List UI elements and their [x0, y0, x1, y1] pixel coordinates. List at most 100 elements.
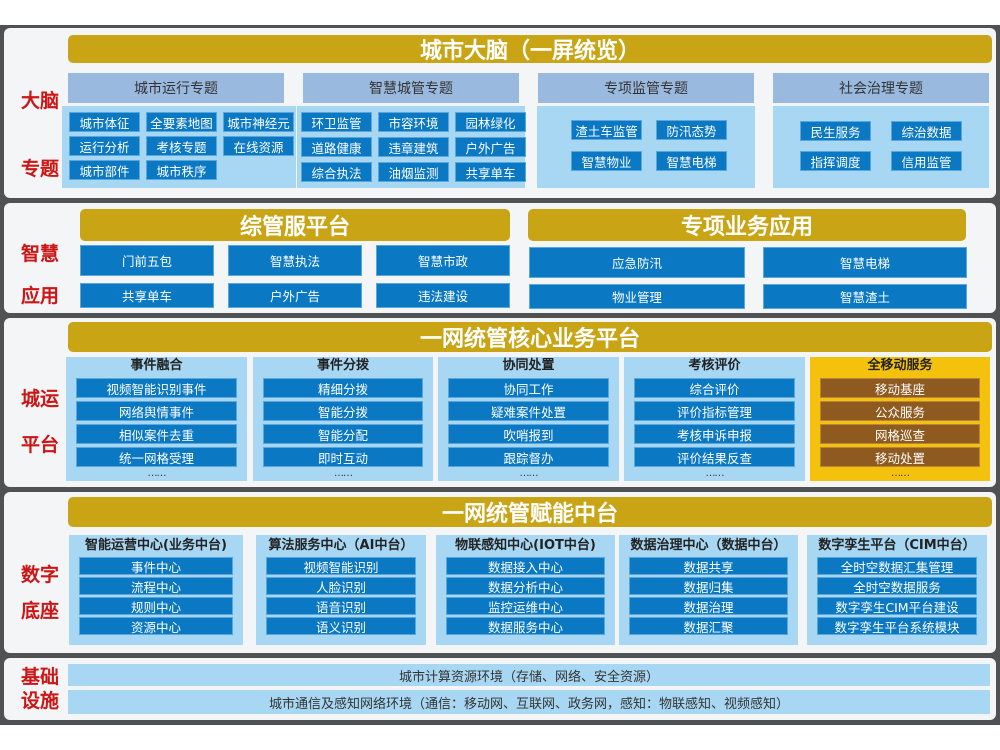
core-item[interactable]: 公众服务	[820, 401, 980, 421]
topic-item[interactable]: 渣土车监管	[571, 120, 642, 140]
column-title: 考核评价	[688, 358, 741, 373]
enablement-item[interactable]: 数字孪生CIM平台建设	[817, 597, 977, 615]
topic-item[interactable]: 环卫监管	[301, 112, 372, 132]
core-item[interactable]: 协同工作	[448, 378, 609, 398]
app-item[interactable]: 户外广告	[228, 283, 362, 308]
enablement-item[interactable]: 数据服务中心	[446, 617, 605, 635]
topic-item[interactable]: 民生服务	[800, 121, 871, 141]
topic-item[interactable]: 考核专题	[146, 136, 217, 156]
core-item[interactable]: 跟踪督办	[448, 447, 609, 467]
topic-item[interactable]: 全要素地图	[146, 112, 217, 132]
enablement-item[interactable]: 视频智能识别	[266, 557, 416, 575]
enablement-item[interactable]: 监控运维中心	[446, 597, 605, 615]
enablement-item[interactable]: 事件中心	[79, 557, 233, 575]
group-header: 城市运行专题	[68, 73, 284, 103]
core-column: 事件分拨精细分拨智能分拨智能分配即时互动……	[253, 357, 433, 481]
infra-row-network: 城市通信及感知网络环境（通信：移动网、互联网、政务网，感知：物联感知、视频感知）	[68, 690, 990, 714]
app-item[interactable]: 智慧执法	[228, 245, 362, 276]
enablement-item[interactable]: 资源中心	[79, 617, 233, 635]
section-label-bottom: 平台	[20, 434, 59, 456]
core-item[interactable]: 考核申诉申报	[634, 424, 795, 444]
column-title: 数据治理中心（数据中台）	[630, 538, 787, 553]
column-title: 事件融合	[130, 358, 183, 373]
core-item[interactable]: 智能分拨	[263, 401, 423, 421]
topic-item[interactable]: 园林绿化	[455, 112, 526, 132]
enablement-column: 数据治理中心（数据中台） 数据共享数据归集数据治理数据汇聚	[619, 535, 798, 645]
more-ellipsis: ……	[705, 468, 725, 479]
core-item[interactable]: 相似案件去重	[76, 424, 237, 444]
topic-item[interactable]: 共享单车	[455, 162, 526, 182]
app-item[interactable]: 智慧渣土	[763, 284, 967, 309]
core-item[interactable]: 即时互动	[263, 447, 423, 467]
app-item[interactable]: 智慧市政	[376, 245, 510, 276]
group-body: 环卫监管 市容环境 园林绿化道路健康 违章建筑 户外广告综合执法 油烟监测 共享单车	[297, 106, 526, 188]
enablement-item[interactable]: 数据分析中心	[446, 577, 605, 595]
enablement-item[interactable]: 人脸识别	[266, 577, 416, 595]
enablement-item[interactable]: 数据治理	[629, 597, 788, 615]
more-ellipsis: ……	[334, 468, 353, 479]
topic-item[interactable]: 指挥调度	[800, 151, 871, 171]
app-item[interactable]: 共享单车	[80, 283, 214, 308]
group-header: 社会治理专题	[773, 73, 989, 103]
column-title: 事件分拨	[316, 358, 369, 373]
topic-item[interactable]: 城市部件	[69, 160, 140, 180]
enablement-column: 数字孪生平台（CIM中台） 全时空数据汇集管理 全时空数据服务 数字孪生CIM平台建设…	[807, 535, 987, 645]
topic-item[interactable]: 在线资源	[223, 136, 294, 156]
topic-item[interactable]: 城市体征	[69, 112, 140, 132]
core-item[interactable]: 综合评价	[634, 378, 795, 398]
topic-item[interactable]: 道路健康	[301, 137, 372, 157]
app-item[interactable]: 门前五包	[80, 245, 214, 276]
enablement-item[interactable]: 数据汇聚	[629, 617, 788, 635]
column-title: 数字孪生平台（CIM中台）	[818, 538, 976, 553]
core-item[interactable]: 评价结果反查	[634, 447, 795, 467]
enablement-item[interactable]: 全时空数据服务	[817, 577, 977, 595]
enablement-panel: 数字 底座 一网统管赋能中台 智能运营中心(业务中台) 事件中心 流程中心 规则中心资…	[4, 492, 996, 653]
enablement-item[interactable]: 数据归集	[629, 577, 788, 595]
topic-item[interactable]: 油烟监测	[378, 162, 449, 182]
core-item[interactable]: 统一网格受理	[76, 447, 237, 467]
enablement-item[interactable]: 全时空数据汇集管理	[817, 557, 977, 575]
enablement-item[interactable]: 规则中心	[79, 597, 233, 615]
core-item[interactable]: 智能分配	[263, 424, 423, 444]
group-header: 智慧城管专题	[303, 73, 519, 103]
topic-item[interactable]: 智慧电梯	[656, 151, 727, 171]
topic-item[interactable]: 市容环境	[378, 112, 449, 132]
app-item[interactable]: 智慧电梯	[763, 247, 967, 278]
core-item[interactable]: 移动处置	[820, 447, 980, 467]
topic-item[interactable]: 智慧物业	[571, 151, 642, 171]
app-item[interactable]: 违法建设	[376, 283, 510, 308]
enablement-column: 智能运营中心(业务中台) 事件中心 流程中心 规则中心 资源中心	[69, 535, 243, 645]
core-item[interactable]: 评价指标管理	[634, 401, 795, 421]
core-item[interactable]: 网络舆情事件	[76, 401, 237, 421]
enablement-item[interactable]: 语义识别	[266, 617, 416, 635]
enablement-item[interactable]: 流程中心	[79, 577, 233, 595]
infra-row-compute: 城市计算资源环境（存储、网络、安全资源）	[68, 664, 990, 686]
topic-item[interactable]: 运行分析	[69, 136, 140, 156]
enablement-item[interactable]: 数字孪生平台系统模块	[817, 617, 977, 635]
core-item[interactable]: 移动基座	[820, 378, 980, 398]
core-item[interactable]: 精细分拨	[263, 378, 423, 398]
group-body: 城市体征 全要素地图 城市神经元运行分析 考核专题 在线资源城市部件 城市秩序	[62, 106, 296, 188]
topic-item[interactable]: 综合执法	[301, 162, 372, 182]
group-body: 民生服务 综治数据 指挥调度 信用监管	[773, 106, 989, 188]
topic-item[interactable]: 信用监管	[891, 151, 962, 171]
core-item[interactable]: 疑难案件处置	[448, 401, 609, 421]
topic-item[interactable]: 防汛态势	[656, 120, 727, 140]
core-item[interactable]: 视频智能识别事件	[76, 378, 237, 398]
core-column: 考核评价综合评价评价指标管理 考核申诉申报 评价结果反查……	[624, 357, 805, 481]
app-item[interactable]: 应急防汛	[529, 247, 745, 278]
section-label-bottom: 专题	[20, 158, 59, 180]
smart-apps-panel: 智慧 应用 综管服平台 专项业务应用 门前五包 智慧执法 智慧市政 共享单车 户外广告违…	[4, 203, 996, 313]
core-item[interactable]: 网格巡查	[820, 424, 980, 444]
topic-item[interactable]: 城市神经元	[223, 112, 294, 132]
enablement-item[interactable]: 语音识别	[266, 597, 416, 615]
topic-item[interactable]: 城市秩序	[146, 160, 217, 180]
section-label-top: 智慧	[20, 243, 59, 265]
topic-item[interactable]: 综治数据	[891, 121, 962, 141]
topic-item[interactable]: 户外广告	[455, 137, 526, 157]
enablement-item[interactable]: 数据共享	[629, 557, 788, 575]
core-item[interactable]: 吹哨报到	[448, 424, 609, 444]
topic-item[interactable]: 违章建筑	[378, 137, 449, 157]
enablement-item[interactable]: 数据接入中心	[446, 557, 605, 575]
app-item[interactable]: 物业管理	[529, 284, 745, 309]
